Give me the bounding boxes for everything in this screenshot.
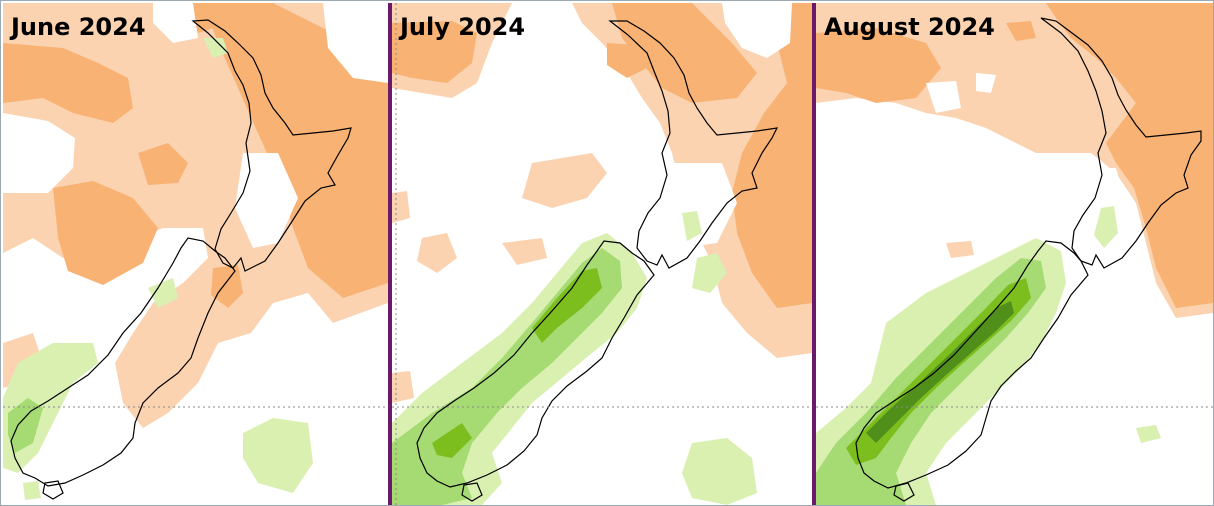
dry-anomaly-strong <box>816 3 1213 308</box>
wet-anomaly-strong <box>432 268 602 458</box>
map-july <box>392 3 812 505</box>
dry-gaps <box>3 3 388 248</box>
panel-title-august: August 2024 <box>824 13 995 41</box>
panel-july: July 2024 <box>392 3 812 505</box>
panel-title-june: June 2024 <box>11 13 146 41</box>
coastline <box>10 19 352 500</box>
wet-anomaly-darkest <box>866 301 1014 443</box>
map-june <box>3 3 388 500</box>
map-august <box>816 3 1213 505</box>
guide-lines <box>392 3 812 505</box>
coastline <box>416 20 779 502</box>
coastline <box>855 17 1202 502</box>
wet-anomaly-light <box>3 38 313 500</box>
dry-anomaly-strong <box>3 3 388 308</box>
panel-title-july: July 2024 <box>400 13 526 41</box>
panel-june: June 2024 <box>3 3 388 505</box>
panel-august: August 2024 <box>816 3 1213 505</box>
dry-anomaly-strong <box>392 3 812 308</box>
panel-divider <box>388 3 392 505</box>
panel-divider <box>812 3 816 505</box>
wet-anomaly-mid <box>8 398 43 453</box>
